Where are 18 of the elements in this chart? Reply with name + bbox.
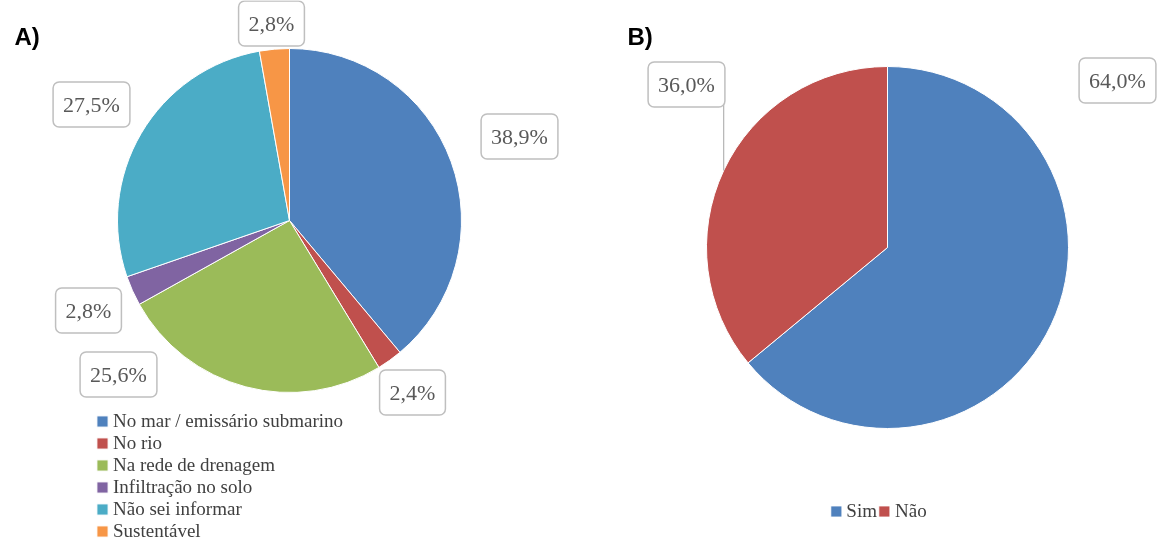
legend-label: Sustentável xyxy=(113,520,201,542)
legend-label: Não xyxy=(894,500,927,522)
legend-label: Sim xyxy=(846,500,877,522)
legend-label: No rio xyxy=(113,432,163,454)
data-label: 27,5% xyxy=(63,92,120,117)
chart-title: B) xyxy=(627,23,653,50)
legend-label: No mar / emissário submarino xyxy=(113,410,344,432)
data-label: 36,0% xyxy=(658,72,715,97)
data-label: 64,0% xyxy=(1089,68,1146,93)
data-label: 2,8% xyxy=(65,298,112,323)
data-label: 25,6% xyxy=(90,362,147,387)
legend-label: Infiltração no solo xyxy=(113,476,253,498)
legend-label: Na rede de drenagem xyxy=(113,454,275,476)
data-label: 38,9% xyxy=(491,124,548,149)
chart-title: A) xyxy=(14,23,40,50)
data-label: 2,8% xyxy=(248,11,295,36)
data-label: 2,4% xyxy=(389,380,436,405)
legend-label: Não sei informar xyxy=(113,498,242,520)
